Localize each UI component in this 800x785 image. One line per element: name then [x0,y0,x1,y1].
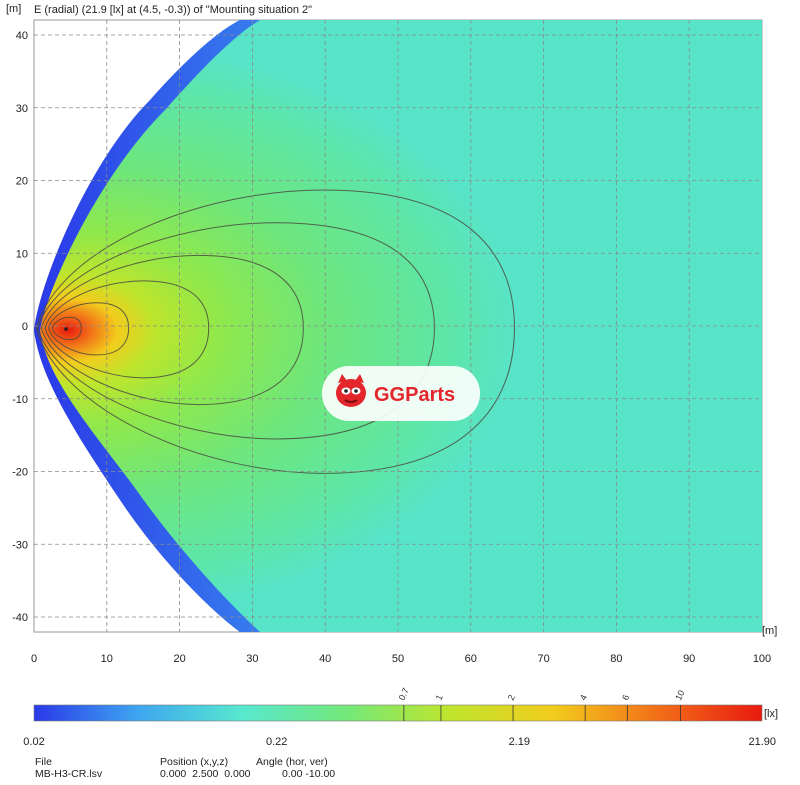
y-tick-label: -30 [12,539,28,551]
watermark-text: GGParts [374,384,455,406]
contour-line-6 [48,302,130,356]
x-axis: 0 10 20 30 40 50 60 70 80 90 100 [31,653,771,665]
colorbar-contour-label: 4 [578,693,589,702]
y-tick-label: -20 [12,467,28,479]
contour-line-1 [37,222,435,440]
colorbar-value-label: 0.22 [266,736,287,748]
x-tick-label: 70 [537,653,549,665]
colorbar-contour-label: 2 [506,693,517,702]
colorbar-labels: 0.02 0.22 2.19 21.90 [23,736,776,748]
y-tick-label: 0 [22,321,28,333]
colorbar-bar [33,704,763,722]
x-tick-label: 90 [683,653,695,665]
y-axis: -40 -30 -20 -10 0 10 20 30 40 [12,30,28,624]
colorbar-unit: [lx] [764,708,778,720]
x-tick-label: 100 [753,653,771,665]
grid-lines [34,20,762,632]
y-tick-label: 10 [16,248,28,260]
y-tick-label: 40 [16,30,28,42]
position-values: 0.000 2.500 0.000 [160,768,251,780]
x-tick-label: 0 [31,653,37,665]
contour-line-2 [40,254,304,406]
colorbar: 0.7 1 2 4 6 10 [lx] 0.02 0.22 2.19 21.90 [23,686,778,748]
file-label: File [35,756,52,768]
y-tick-label: 20 [16,176,28,188]
isolux-contours [35,189,515,474]
ggparts-watermark: GGParts [322,366,480,421]
colorbar-contour-marks: 0.7 1 2 4 6 10 [397,686,687,721]
x-axis-unit: [m] [762,625,777,637]
contour-line-10 [51,316,82,341]
y-tick-label: -40 [12,612,28,624]
colorbar-value-label: 21.90 [748,736,776,748]
x-tick-label: 30 [246,653,258,665]
y-axis-unit: [m] [6,3,21,15]
x-tick-label: 80 [610,653,622,665]
x-tick-label: 60 [465,653,477,665]
x-tick-label: 50 [392,653,404,665]
colorbar-contour-label: 6 [620,693,631,702]
colorbar-contour-label: 10 [673,689,686,702]
contour-line-4 [44,280,210,379]
x-tick-label: 20 [173,653,185,665]
position-label: Position (x,y,z) [160,756,229,768]
y-tick-label: -10 [12,394,28,406]
colorbar-contour-label: 0.7 [397,686,411,702]
chart-title: E (radial) (21.9 [lx] at (4.5, -0.3)) of… [34,4,312,16]
contour-line-0.7 [35,189,515,474]
colorbar-contour-label: 1 [434,693,445,702]
angle-label: Angle (hor, ver) [256,756,328,768]
peak-marker [64,327,68,331]
x-tick-label: 40 [319,653,331,665]
colorbar-value-label: 2.19 [509,736,530,748]
angle-values: 0.00 -10.00 [282,768,336,780]
y-tick-label: 30 [16,103,28,115]
gg-mascot-icon [336,374,366,407]
file-value: MB-H3-CR.lsv [35,768,103,780]
x-tick-label: 10 [101,653,113,665]
colorbar-value-label: 0.02 [23,736,44,748]
